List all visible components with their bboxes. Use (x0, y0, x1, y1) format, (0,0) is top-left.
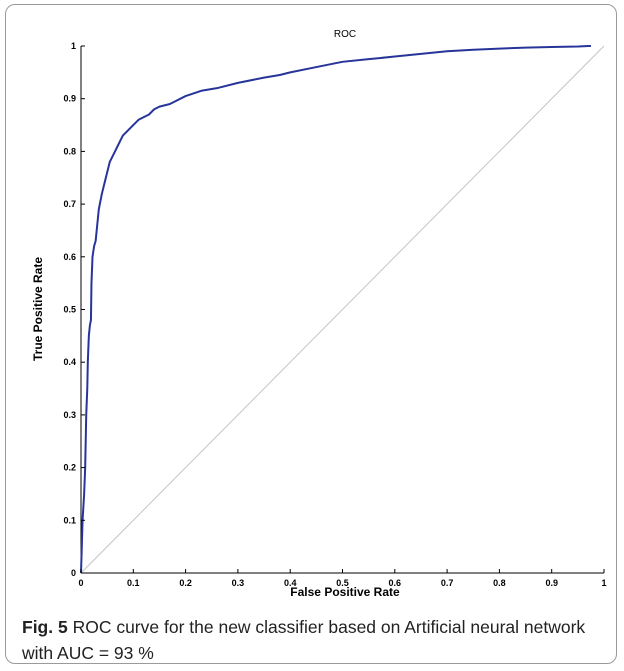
x-tick-label: 0.7 (441, 578, 454, 588)
caption-text: ROC curve for the new classifier based o… (22, 617, 586, 663)
x-axis-ticks: 0 0.1 0.2 0.3 0.4 0.5 0.6 0.7 0.8 0.9 1 (78, 569, 607, 588)
figure-frame: ROC 0 0.1 0.2 0.3 0.4 0.5 0.6 0.7 0.8 0.9 1 0 0.1 0.… (5, 4, 617, 664)
x-tick-label: 0.2 (179, 578, 192, 588)
figure-label: Fig. 5 (22, 617, 68, 637)
y-tick-label: 0.1 (63, 515, 76, 525)
x-tick-label: 0.5 (336, 578, 349, 588)
y-tick-label: 0.4 (63, 357, 76, 367)
plot-area (80, 45, 605, 574)
roc-curve-line (80, 45, 591, 574)
chart-title: ROC (334, 29, 356, 40)
y-tick-label: 0.3 (63, 410, 76, 420)
y-tick-label: 0.8 (63, 146, 76, 156)
x-tick-label: 0.6 (389, 578, 402, 588)
y-tick-label: 0.6 (63, 252, 76, 262)
x-tick-label: 0.3 (232, 578, 245, 588)
y-tick-label: 0.2 (63, 463, 76, 473)
roc-chart: ROC 0 0.1 0.2 0.3 0.4 0.5 0.6 0.7 0.8 0.9 1 0 0.1 0.… (31, 29, 607, 599)
diagonal-reference-line (80, 45, 605, 574)
x-tick-label: 0 (78, 578, 83, 588)
x-tick-label: 0.4 (284, 578, 297, 588)
y-axis-ticks: 0 0.1 0.2 0.3 0.4 0.5 0.6 0.7 0.8 0.9 1 (63, 41, 85, 578)
y-tick-label: 0.9 (63, 94, 76, 104)
y-tick-label: 0 (71, 568, 76, 578)
figure-caption: Fig. 5 ROC curve for the new classifier … (22, 614, 612, 666)
y-tick-label: 0.5 (63, 305, 76, 315)
x-axis-label: False Positive Rate (290, 585, 400, 599)
x-tick-label: 0.8 (493, 578, 506, 588)
x-tick-label: 0.1 (127, 578, 140, 588)
x-tick-label: 0.9 (545, 578, 558, 588)
x-tick-label: 1 (601, 578, 606, 588)
y-tick-label: 0.7 (63, 199, 76, 209)
y-axis-label: True Positive Rate (31, 257, 45, 361)
y-tick-label: 1 (71, 41, 76, 51)
